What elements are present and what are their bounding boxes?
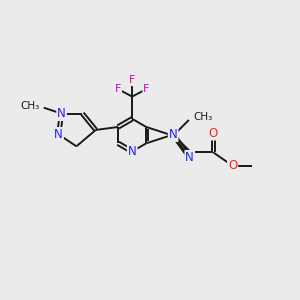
Text: F: F [129, 75, 135, 85]
Text: F: F [115, 84, 121, 94]
Text: O: O [228, 159, 237, 172]
Text: CH₃: CH₃ [20, 101, 39, 111]
Text: CH₃: CH₃ [194, 112, 213, 122]
Text: N: N [128, 145, 136, 158]
Text: N: N [54, 128, 63, 141]
Text: F: F [143, 84, 150, 94]
Text: O: O [208, 127, 218, 140]
Text: N: N [185, 151, 194, 164]
Text: N: N [169, 128, 178, 141]
Text: N: N [57, 107, 66, 120]
